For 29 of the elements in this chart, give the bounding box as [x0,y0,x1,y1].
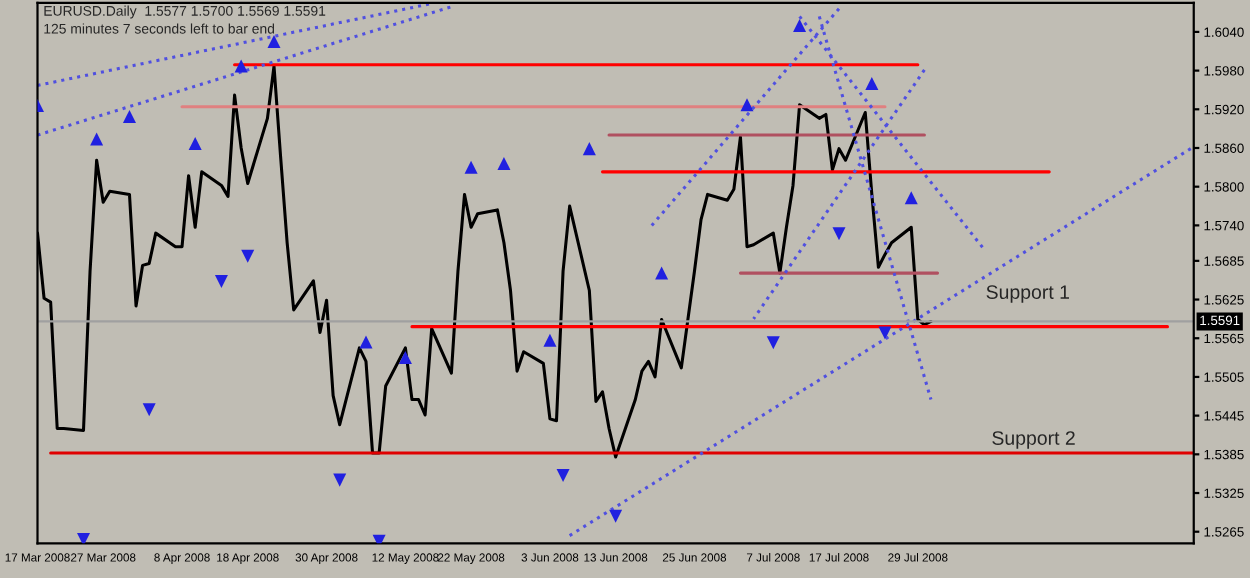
point [556,469,570,483]
point [464,160,478,174]
point [655,266,669,280]
point [122,109,136,123]
point [372,534,386,544]
point [90,132,104,146]
point [582,142,596,156]
point [241,249,255,263]
point [234,59,248,73]
point [142,403,156,417]
point [76,532,90,544]
point [793,18,807,32]
point [333,473,347,487]
point [267,35,281,49]
point [865,76,879,91]
point [740,98,754,112]
point [878,326,892,340]
point [904,191,918,205]
point [543,333,557,347]
point [188,136,202,150]
annotation: Support 2 [992,431,1075,449]
point [398,351,412,365]
point [214,274,228,288]
point [497,156,511,170]
point [609,509,623,523]
point [832,227,846,241]
annotation: Support 1 [986,285,1069,303]
point [359,335,373,349]
point [766,336,780,350]
